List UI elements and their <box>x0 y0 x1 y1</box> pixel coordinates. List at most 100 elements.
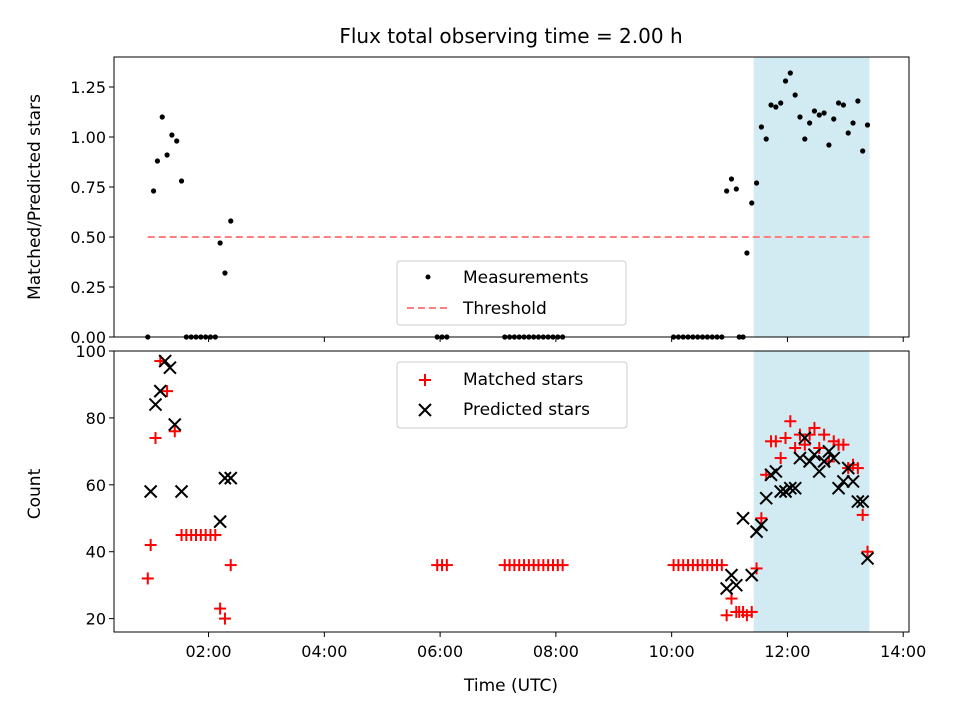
predicted-point <box>812 464 826 479</box>
bottom-x-tick-label: 12:00 <box>764 642 810 661</box>
predicted-point <box>846 474 860 489</box>
measurement-point <box>768 102 774 108</box>
bottom-y-tick-label: 100 <box>75 342 106 361</box>
bottom-panel: 20 40 60 80 100 02:00 04:00 06:00 08:00 10:00 12:… <box>25 342 926 696</box>
measurement-point <box>228 218 234 224</box>
predicted-point <box>855 494 870 509</box>
top-y-tick-label: 0.25 <box>70 278 106 297</box>
bottom-highlight-span <box>753 351 870 632</box>
predicted-point <box>724 568 739 582</box>
bottom-x-tick-label: 14:00 <box>880 642 926 661</box>
predicted-point <box>831 481 846 495</box>
bottom-x-tick-label: 02:00 <box>185 642 231 661</box>
predicted-point <box>860 551 875 566</box>
matched-point <box>779 431 792 444</box>
top-legend: Measurements Threshold <box>396 260 627 326</box>
measurement-point <box>178 178 185 184</box>
matched-point <box>556 559 569 572</box>
bottom-legend: Matched stars Predicted stars <box>396 361 628 429</box>
measurement-point <box>840 102 846 108</box>
measurement-point <box>753 180 760 186</box>
matched-point <box>784 415 797 428</box>
predicted-point <box>749 524 764 539</box>
predicted-point <box>163 361 177 375</box>
measurement-point <box>782 78 789 84</box>
measurement-point <box>169 132 175 138</box>
predicted-point <box>773 484 788 499</box>
matched-point <box>798 438 811 451</box>
predicted-point <box>213 514 227 529</box>
matched-point <box>168 425 181 438</box>
bottom-x-tick-label: 10:00 <box>649 642 695 661</box>
measurement-point <box>758 124 764 130</box>
figure-title: Flux total observing time = 2.00 h <box>339 24 682 48</box>
matched-point <box>808 421 821 434</box>
matched-point <box>856 508 869 521</box>
measurement-point <box>174 138 180 144</box>
top-legend-box <box>396 260 627 326</box>
predicted-point <box>841 461 855 475</box>
predicted-point <box>736 511 750 525</box>
bottom-y-axis: 20 40 60 80 100 <box>75 342 114 629</box>
measurement-point <box>217 240 223 246</box>
matched-point <box>440 559 453 572</box>
measurement-point <box>150 188 157 194</box>
measurement-point <box>845 130 851 136</box>
top-x-ticks <box>208 337 904 342</box>
bottom-y-tick-label: 80 <box>86 409 106 428</box>
top-y-tick-label: 1.25 <box>70 78 106 97</box>
predicted-point <box>224 471 238 485</box>
measurement-point <box>826 142 832 148</box>
matched-point <box>715 559 728 572</box>
predicted-point <box>807 447 822 462</box>
measurement-point <box>816 112 822 118</box>
matched-point <box>141 572 154 585</box>
measurement-point <box>860 148 866 154</box>
predicted-point <box>158 354 172 368</box>
top-panel: 0.00 0.25 0.50 0.75 1.00 1.25 Matched/Predict… <box>25 56 910 347</box>
bottom-y-tick-label: 20 <box>86 610 106 629</box>
legend-measurements-label: Measurements <box>463 268 589 288</box>
measurement-point <box>807 120 813 126</box>
predicted-point <box>148 397 163 412</box>
legend-measurements-marker <box>425 274 431 280</box>
matched-point <box>861 545 874 558</box>
predicted-point <box>168 417 182 432</box>
predicted-point <box>759 491 773 505</box>
measurement-point <box>778 100 784 106</box>
matched-point <box>224 559 237 572</box>
bottom-x-axis: 02:00 04:00 06:00 08:00 10:00 12:00 14:00 <box>185 632 926 661</box>
bottom-y-tick-label: 60 <box>86 476 106 495</box>
predicted-point <box>174 484 189 499</box>
top-y-tick-label: 0.75 <box>70 178 106 197</box>
legend-predicted-marker <box>418 403 432 417</box>
matched-point <box>144 539 157 552</box>
matched-point <box>837 438 850 451</box>
measurement-point <box>164 152 170 158</box>
matched-point <box>803 428 816 441</box>
legend-threshold-label: Threshold <box>462 299 547 319</box>
top-axes-frame <box>113 56 910 338</box>
bottom-legend-box <box>396 361 628 429</box>
predicted-point <box>719 581 734 596</box>
measurement-point <box>773 104 779 110</box>
bottom-y-tick-label: 40 <box>86 543 106 562</box>
predicted-point <box>745 568 759 582</box>
measurement-point <box>763 136 769 142</box>
matched-point <box>218 612 231 625</box>
predicted-point <box>798 431 812 445</box>
predicted-point <box>851 494 865 509</box>
legend-predicted-label: Predicted stars <box>463 400 590 420</box>
matched-point <box>720 609 733 622</box>
matched-point <box>149 431 162 444</box>
measurement-point <box>850 120 856 126</box>
measurement-point <box>728 176 735 182</box>
predicted-point <box>827 451 841 465</box>
legend-matched-marker <box>419 374 431 386</box>
bottom-axes-frame <box>113 350 910 633</box>
predicted-point <box>817 454 831 469</box>
predicted-point <box>218 471 232 485</box>
measurement-point <box>835 100 842 106</box>
predicted-point <box>788 481 802 495</box>
matched-point <box>774 452 787 465</box>
